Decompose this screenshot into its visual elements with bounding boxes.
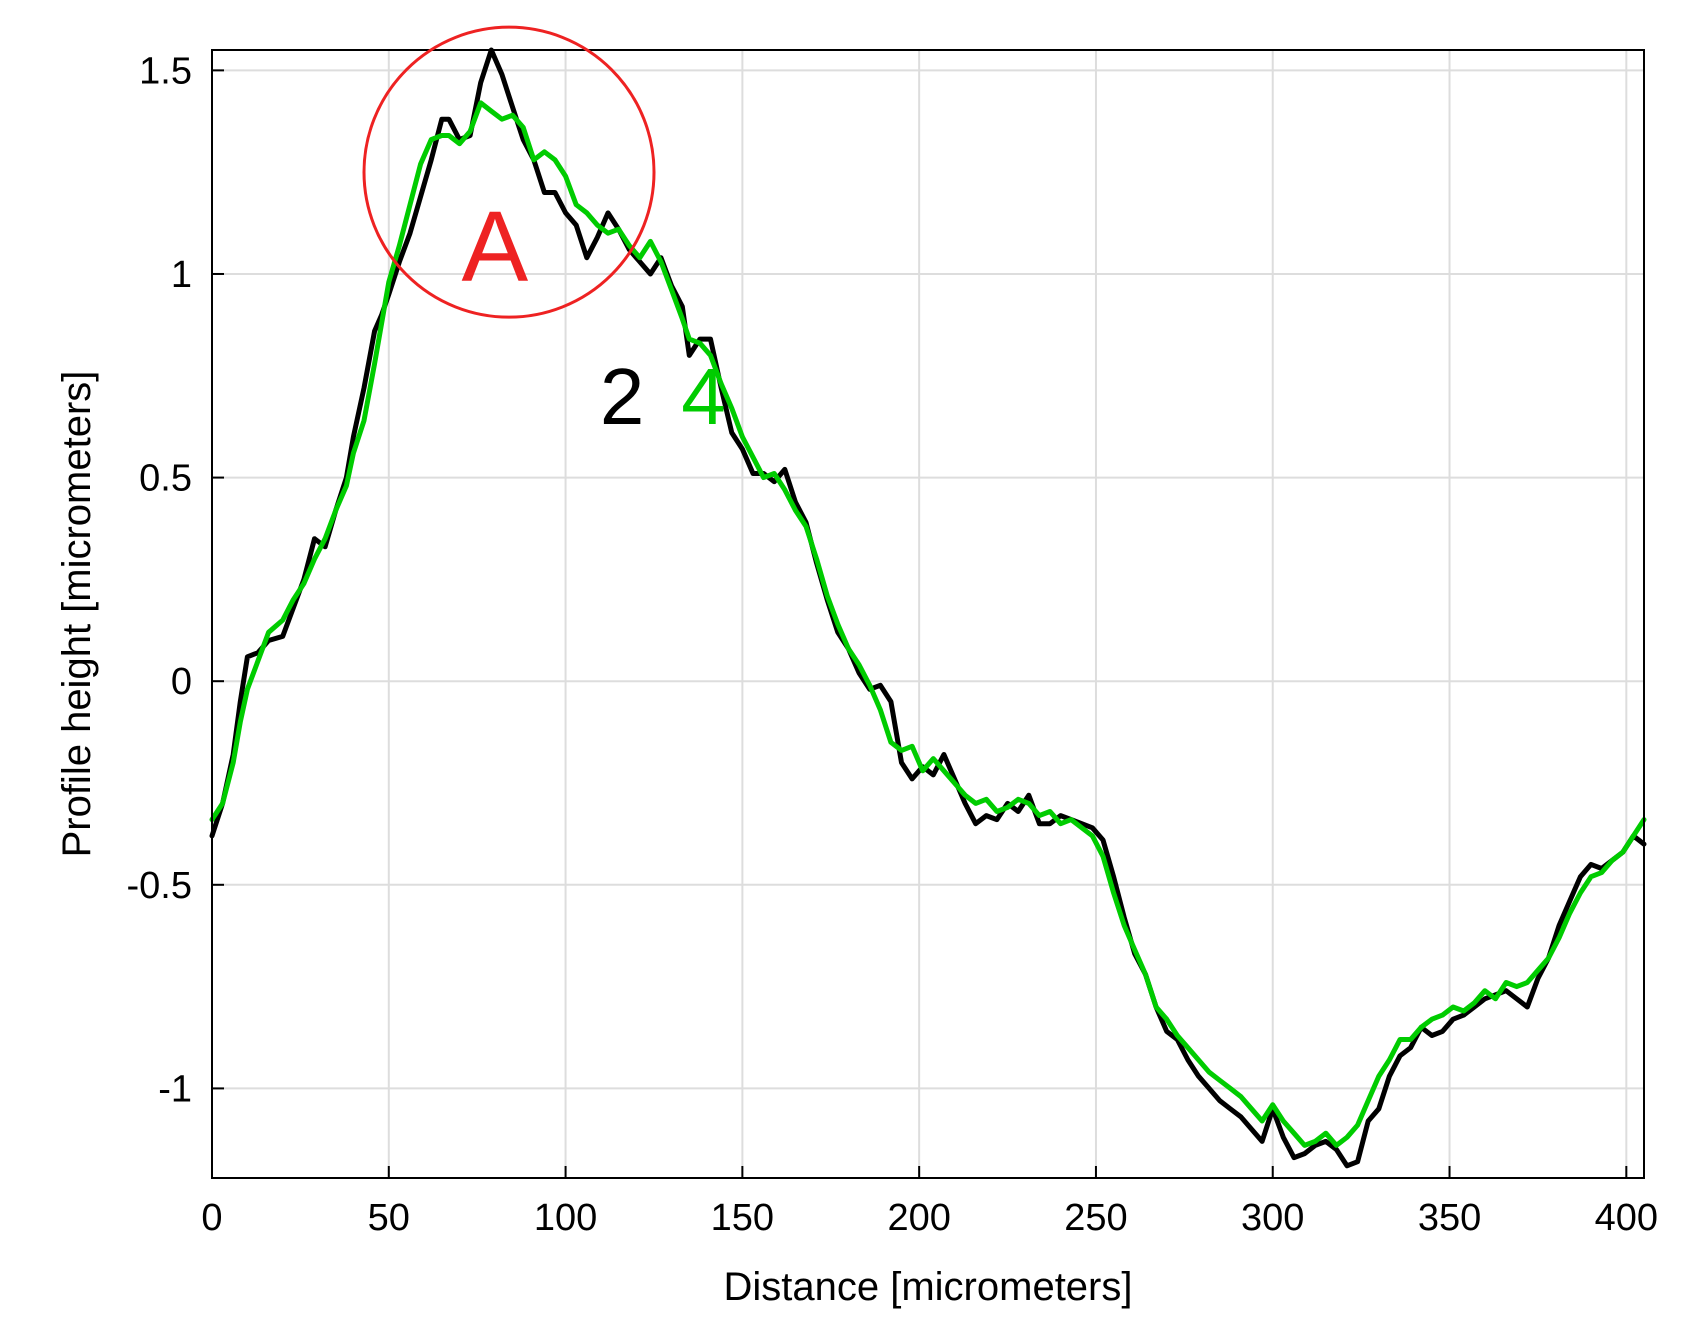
x-axis-label: Distance [micrometers] [724,1265,1133,1309]
series-line-4 [209,100,1647,1148]
y-axis-label: Profile height [micrometers] [55,371,99,858]
y-tick-label: 1.5 [139,50,192,92]
x-tick-label: 400 [1595,1197,1658,1239]
annotations: 2 4 A [362,25,726,441]
y-tick-label: -0.5 [127,865,192,907]
y-tick-label: 0 [171,661,192,703]
annotation-label-2: 2 [600,352,645,441]
annotation-label-4: 4 [681,352,726,441]
plot-frame [211,49,1645,1179]
y-tick-label: 1 [171,254,192,296]
x-tick-label: 250 [1064,1197,1127,1239]
y-tick-label: 0.5 [139,458,192,500]
x-tick-label: 150 [711,1197,774,1239]
x-tick-label: 0 [201,1197,222,1239]
x-tick-label: 350 [1418,1197,1481,1239]
series-line-2 [209,47,1647,1169]
annotation-label-A: A [462,190,529,302]
x-tick-label: 300 [1241,1197,1304,1239]
x-tick-label: 50 [368,1197,410,1239]
y-tick-label: -1 [158,1068,192,1110]
x-tick-label: 200 [887,1197,950,1239]
highlight-circle [362,25,656,319]
grid [211,50,1644,1178]
axis-ticks: 0 50 100 150 200 250 300 350 400 -1 -0.5 0 0.5 1 1.5 [127,50,1659,1239]
series-group [209,47,1647,1169]
x-tick-label: 100 [534,1197,597,1239]
